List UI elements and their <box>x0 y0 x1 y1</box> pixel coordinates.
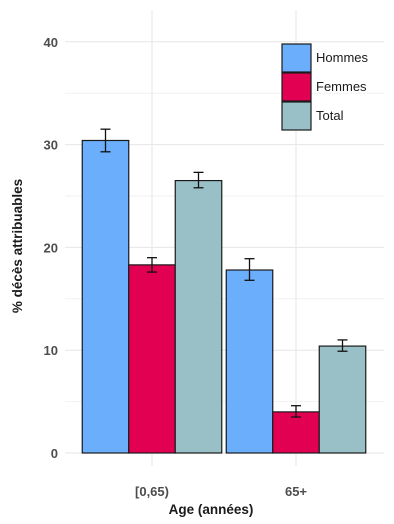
bar <box>174 179 223 454</box>
y-tick-label: 20 <box>44 240 58 255</box>
y-tick-label: 0 <box>51 446 58 461</box>
x-tick-label: 65+ <box>285 484 307 499</box>
error-bars <box>100 128 348 418</box>
x-tick-label: [0,65) <box>135 484 169 499</box>
legend: Hommes Femmes Total <box>281 43 369 131</box>
legend-swatch <box>281 72 312 102</box>
bars <box>81 139 367 454</box>
y-tick-label: 40 <box>44 35 58 50</box>
bar <box>318 345 367 454</box>
x-axis: [0,65) 65+ <box>135 484 307 499</box>
legend-label: Femmes <box>316 79 367 94</box>
bar <box>81 139 130 454</box>
y-tick-label: 30 <box>44 138 58 153</box>
legend-swatch <box>281 101 312 131</box>
y-tick-label: 10 <box>44 343 58 358</box>
legend-swatch <box>281 43 312 73</box>
x-axis-label: Age (années) <box>169 502 254 517</box>
bar <box>225 269 274 454</box>
legend-label: Hommes <box>316 50 369 65</box>
y-axis-label: % décès attribuables <box>10 179 25 313</box>
y-axis: 0 10 20 30 40 <box>44 35 58 461</box>
bar <box>128 264 176 454</box>
bar <box>272 411 320 454</box>
legend-label: Total <box>316 108 344 123</box>
